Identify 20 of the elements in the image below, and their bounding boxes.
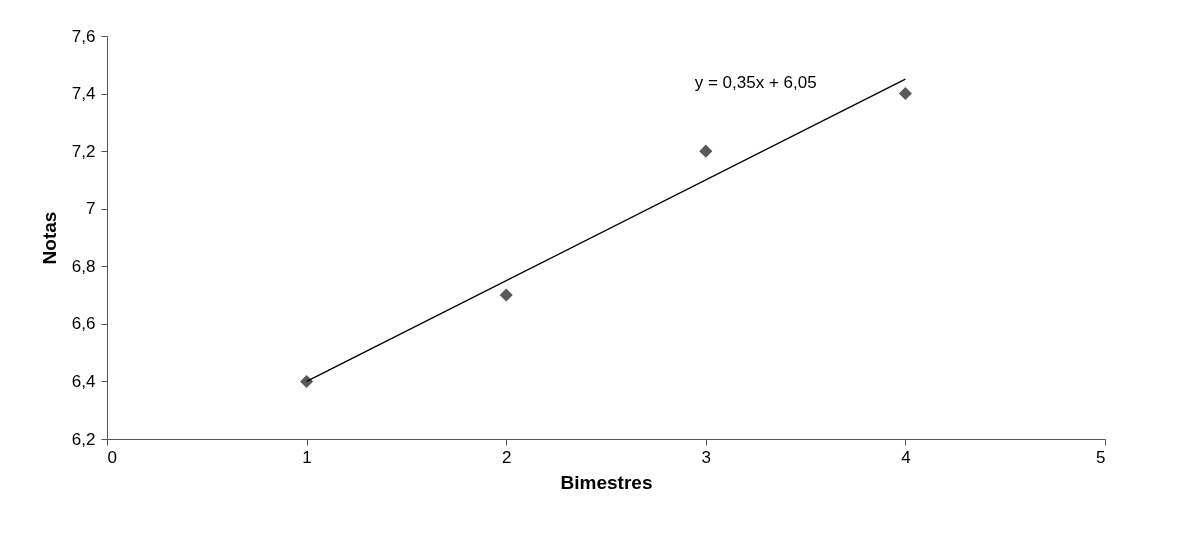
y-tick-label: 6,6 xyxy=(71,314,96,334)
x-tick-label: 0 xyxy=(107,447,117,467)
x-tick-label: 3 xyxy=(701,447,712,467)
y-tick-label: 7,2 xyxy=(71,141,96,161)
y-tick-label: 7,4 xyxy=(71,84,96,104)
y-tick-label: 6,2 xyxy=(71,429,96,449)
point xyxy=(499,288,513,302)
x-tick-label: 4 xyxy=(901,447,911,467)
point xyxy=(699,144,713,158)
y-tick-label: 7 xyxy=(86,199,96,219)
y-tick-label: 6,8 xyxy=(71,256,96,276)
x-tick-label: 2 xyxy=(501,447,512,467)
y-tick-label: 6,4 xyxy=(71,371,96,391)
x-axis-title: Bimestres xyxy=(560,471,653,493)
y-tick-label: 7,6 xyxy=(71,26,96,46)
x-tick-label: 5 xyxy=(1096,447,1106,467)
y-axis-title: Notas xyxy=(38,211,60,265)
point xyxy=(898,87,912,101)
x-tick-label: 1 xyxy=(302,447,312,467)
annotation: y = 0,35x + 6,05 xyxy=(694,73,817,92)
